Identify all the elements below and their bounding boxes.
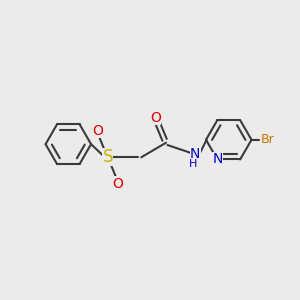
Text: O: O [112,176,123,190]
Text: Br: Br [261,133,274,146]
Text: H: H [189,159,197,169]
Text: N: N [212,152,223,167]
Text: S: S [103,148,113,166]
Text: O: O [92,124,103,138]
Text: O: O [150,111,161,125]
Text: N: N [190,147,200,161]
